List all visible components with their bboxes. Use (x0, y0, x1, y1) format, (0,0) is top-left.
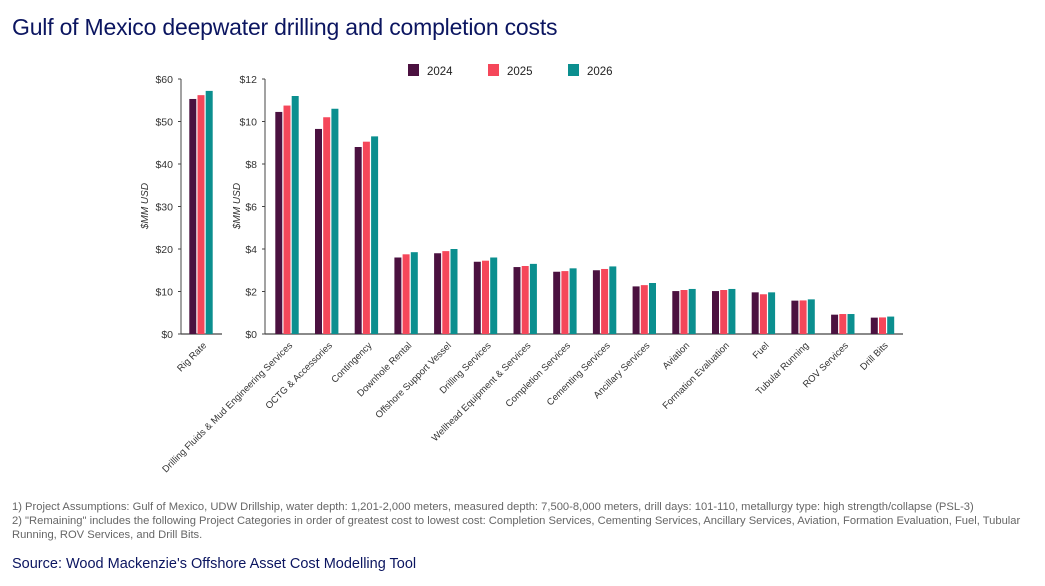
x-tick-label: OCTG & Accessories (264, 340, 335, 411)
bar-2025 (197, 95, 205, 335)
bar-2024 (189, 98, 197, 334)
bar-2026 (205, 90, 213, 335)
y-tick-label: $2 (245, 287, 257, 299)
bar-2026 (410, 252, 418, 334)
y-tick-label: $20 (155, 244, 173, 256)
bar-2024 (553, 271, 561, 334)
bar-2024 (473, 261, 481, 334)
bar-2026 (688, 288, 696, 334)
x-tick-label: Fuel (751, 340, 772, 361)
bar-2024 (315, 128, 322, 334)
bar-2026 (887, 316, 895, 334)
legend-label: 2026 (587, 66, 613, 78)
bar-2025 (362, 141, 370, 334)
page-title: Gulf of Mexico deepwater drilling and co… (12, 14, 558, 40)
bar-2025 (521, 266, 529, 334)
legend-label: 2024 (427, 66, 453, 78)
y-axis-label: $MM USD (232, 183, 243, 230)
y-tick-label: $4 (245, 244, 257, 256)
bar-2024 (275, 111, 283, 334)
bar-2025 (482, 260, 489, 334)
bar-2024 (632, 286, 640, 334)
bar-2024 (592, 270, 600, 334)
bar-2024 (870, 317, 878, 334)
y-tick-label: $30 (155, 202, 173, 214)
bar-2025 (601, 268, 609, 334)
bar-2025 (839, 314, 847, 334)
footnotes: 1) Project Assumptions: Gulf of Mexico, … (12, 500, 1032, 542)
bar-2024 (354, 147, 362, 334)
legend-swatch-2025 (488, 64, 499, 76)
bar-2026 (569, 268, 577, 334)
y-axis-label: $MM USD (140, 183, 151, 230)
x-tick-label: Aviation (661, 340, 693, 372)
y-tick-label: $10 (239, 117, 257, 129)
bar-2026 (649, 283, 656, 334)
y-tick-label: $0 (161, 329, 173, 341)
bar-2026 (847, 314, 855, 334)
y-tick-label: $0 (245, 329, 257, 341)
x-tick-label: Offshore Support Vessel (373, 340, 453, 420)
bar-2025 (561, 271, 569, 334)
footnote-1: 1) Project Assumptions: Gulf of Mexico, … (12, 501, 974, 513)
bar-2025 (323, 117, 331, 334)
bar-2026 (768, 292, 776, 334)
bar-2024 (712, 291, 719, 334)
bar-2026 (371, 136, 379, 334)
x-tick-label: Formation Evaluation (661, 340, 732, 411)
legend-swatch-2024 (408, 64, 419, 76)
bar-2025 (640, 285, 648, 334)
bar-2026 (807, 299, 815, 334)
x-tick-label: Rig Rate (175, 340, 209, 374)
legend-label: 2025 (507, 66, 533, 78)
bar-2024 (751, 292, 759, 334)
y-tick-label: $6 (245, 202, 257, 214)
bar-2024 (831, 314, 839, 334)
bar-2026 (609, 266, 617, 334)
bar-2026 (331, 108, 339, 334)
bar-2024 (513, 267, 521, 334)
y-tick-label: $10 (155, 287, 173, 299)
bar-2024 (394, 257, 402, 334)
bar-2026 (450, 249, 458, 334)
bar-2024 (672, 291, 680, 334)
source-note: Source: Wood Mackenzie's Offshore Asset … (12, 556, 417, 572)
bar-2025 (442, 251, 450, 334)
y-tick-label: $12 (239, 74, 257, 86)
x-tick-label: Drill Bits (858, 340, 891, 373)
y-tick-label: $40 (155, 159, 173, 171)
y-tick-label: $8 (245, 159, 257, 171)
bar-2026 (490, 257, 498, 334)
bar-2025 (720, 290, 728, 334)
footnote-2: 2) "Remaining" includes the following Pr… (12, 515, 1021, 541)
y-tick-label: $50 (155, 117, 173, 129)
bar-2026 (291, 96, 299, 334)
bar-2025 (799, 300, 807, 334)
bar-2024 (791, 300, 799, 334)
bar-2025 (283, 105, 291, 334)
bar-2026 (728, 288, 736, 334)
bar-2025 (759, 294, 767, 334)
bar-2025 (680, 290, 688, 334)
bar-2026 (529, 263, 537, 334)
y-tick-label: $60 (155, 74, 173, 86)
bar-2025 (402, 254, 410, 334)
legend-swatch-2026 (568, 64, 579, 76)
bar-2024 (434, 253, 442, 334)
bar-2025 (879, 317, 886, 334)
